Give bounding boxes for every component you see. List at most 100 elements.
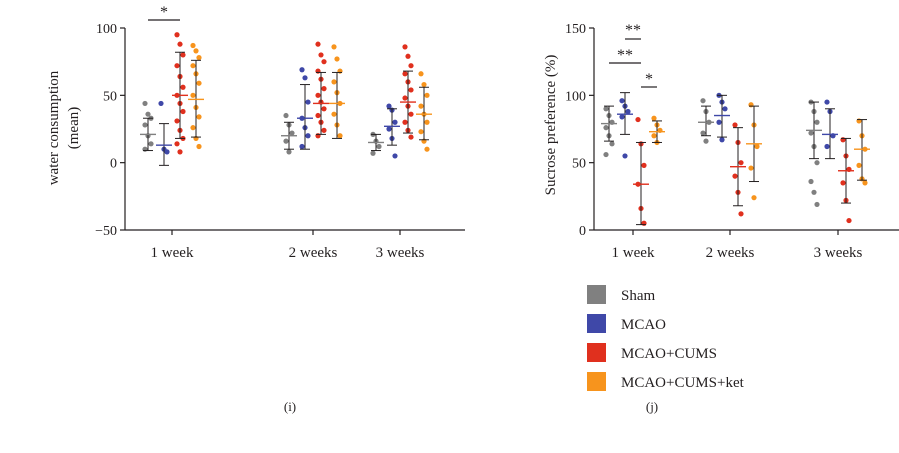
x-category-label: 3 weeks <box>814 245 863 261</box>
x-category-label: 2 weeks <box>706 245 755 261</box>
data-point <box>418 103 424 109</box>
data-point <box>651 115 657 121</box>
data-point <box>331 79 337 85</box>
data-point <box>196 143 202 150</box>
data-point <box>824 99 830 105</box>
data-point <box>732 122 738 128</box>
data-point <box>190 63 196 69</box>
legend-swatch <box>587 285 606 304</box>
data-point <box>402 44 408 50</box>
data-point <box>315 41 321 47</box>
legend-label: Sham <box>621 288 656 304</box>
data-point <box>603 151 609 158</box>
panel-label: (i) <box>284 399 296 414</box>
data-point <box>174 63 180 69</box>
data-point <box>148 141 154 147</box>
data-point <box>811 189 817 195</box>
data-point <box>321 127 327 133</box>
data-point <box>331 44 337 50</box>
y-tick-label: 100 <box>96 22 117 37</box>
data-point <box>418 71 424 77</box>
data-point <box>334 56 340 62</box>
data-point <box>177 41 183 47</box>
data-point <box>824 143 830 150</box>
data-point <box>174 32 180 38</box>
data-point <box>609 141 615 147</box>
data-point <box>286 149 292 155</box>
data-point <box>174 118 180 124</box>
data-point <box>302 75 308 81</box>
data-point <box>321 106 327 112</box>
significance-marker: * <box>160 4 168 21</box>
data-point <box>321 59 327 65</box>
data-point <box>814 119 820 125</box>
data-point <box>405 53 411 59</box>
data-point <box>190 42 196 49</box>
data-point <box>808 130 814 136</box>
data-point <box>142 122 148 128</box>
data-point <box>386 126 392 132</box>
data-point <box>142 100 148 107</box>
data-point <box>651 133 657 139</box>
legend-swatch <box>587 314 606 333</box>
data-point <box>408 63 414 69</box>
data-point <box>299 67 305 73</box>
data-point <box>196 55 202 61</box>
significance-marker: * <box>645 71 653 88</box>
significance-marker: ** <box>625 22 641 39</box>
y-tick-label: 150 <box>565 22 586 37</box>
data-point <box>283 138 289 144</box>
data-point <box>418 129 424 135</box>
data-point <box>321 86 327 92</box>
data-point <box>641 162 647 168</box>
y-tick-label: 50 <box>572 157 586 172</box>
y-axis-label-line2: (mean) <box>66 107 82 149</box>
data-point <box>754 143 760 150</box>
y-tick-label: 50 <box>103 89 117 104</box>
y-tick-label: 0 <box>579 224 586 239</box>
data-point <box>331 111 337 117</box>
data-point <box>719 137 725 143</box>
data-point <box>738 160 744 166</box>
data-point <box>299 143 305 150</box>
data-point <box>814 201 820 208</box>
x-category-label: 1 week <box>151 245 194 261</box>
legend-swatch <box>587 372 606 391</box>
data-point <box>619 98 625 104</box>
data-point <box>814 160 820 166</box>
data-point <box>722 106 728 112</box>
data-point <box>421 81 427 88</box>
data-point <box>402 71 408 77</box>
data-point <box>402 119 408 125</box>
significance-marker: ** <box>617 47 633 64</box>
data-point <box>603 106 609 112</box>
data-point <box>635 116 641 123</box>
data-point <box>337 133 343 139</box>
data-point <box>402 95 408 101</box>
y-tick-label: 100 <box>565 89 586 104</box>
data-point <box>196 114 202 120</box>
data-point <box>315 92 321 98</box>
x-category-label: 2 weeks <box>289 245 338 261</box>
data-point <box>164 149 170 155</box>
legend <box>587 285 606 391</box>
data-point <box>738 211 744 217</box>
data-point <box>716 119 722 125</box>
y-axis-label: Sucrose preference (%) <box>543 55 559 196</box>
data-point <box>190 92 196 98</box>
y-tick-label: 0 <box>110 157 117 172</box>
data-point <box>748 165 754 171</box>
data-point <box>603 125 609 131</box>
data-point <box>158 100 164 107</box>
data-point <box>856 162 862 168</box>
data-point <box>289 130 295 136</box>
data-point <box>315 112 321 119</box>
data-point <box>846 217 852 224</box>
data-point <box>370 150 376 156</box>
data-point <box>180 52 186 58</box>
data-point <box>408 111 414 117</box>
y-axis-label-line1: water consumption <box>46 70 62 185</box>
data-point <box>625 108 631 115</box>
data-point <box>305 133 311 139</box>
data-point <box>751 195 757 201</box>
